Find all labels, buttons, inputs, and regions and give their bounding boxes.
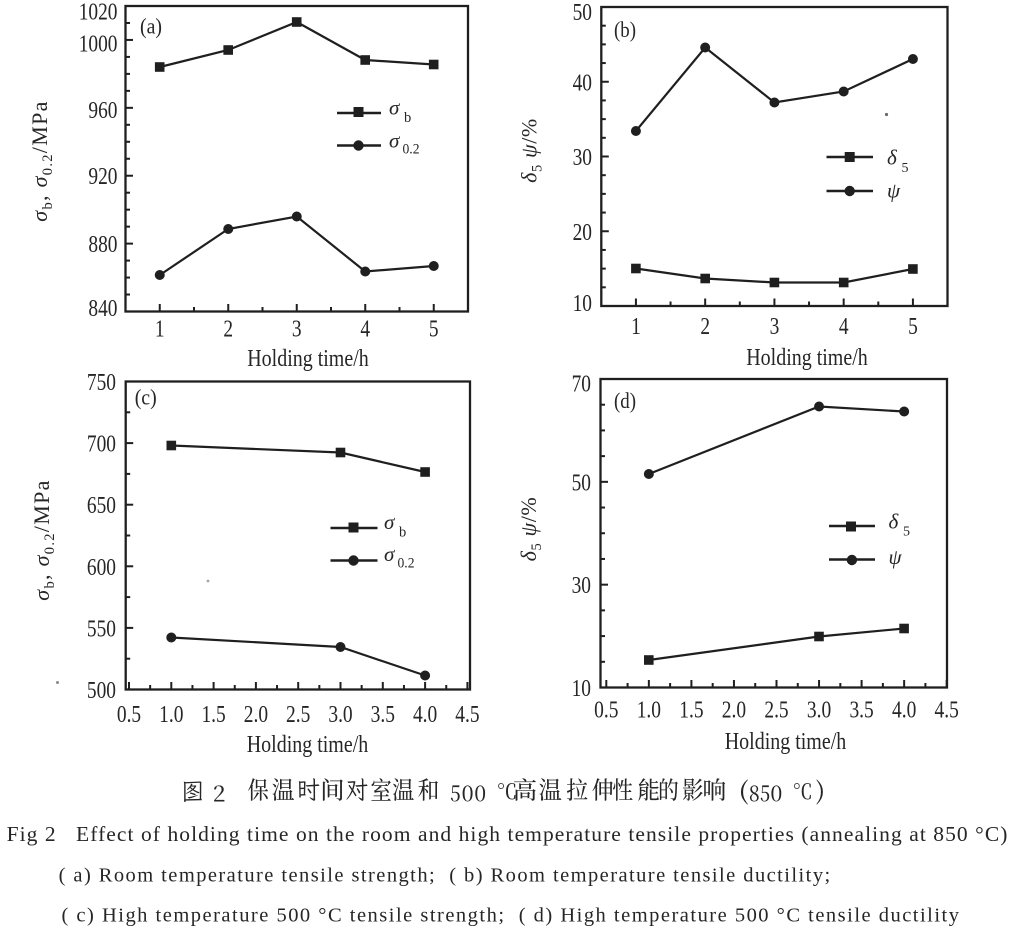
- svg-text:650: 650: [87, 493, 116, 519]
- svg-text:600: 600: [87, 555, 116, 581]
- svg-text:1020: 1020: [79, 0, 118, 26]
- svg-text:500: 500: [87, 678, 116, 704]
- svg-text:Holding time/h: Holding time/h: [247, 732, 369, 758]
- svg-text:0.2: 0.2: [403, 142, 420, 158]
- svg-text:4.5: 4.5: [455, 702, 479, 728]
- svg-text:3: 3: [292, 317, 302, 343]
- svg-text:750: 750: [87, 370, 116, 396]
- svg-text:Fig 2 Effect of holding time: Fig 2 Effect of holding time on the room…: [7, 822, 1008, 846]
- svg-text:2.5: 2.5: [286, 702, 310, 728]
- svg-text:0.5: 0.5: [117, 702, 141, 728]
- svg-text:700: 700: [87, 432, 116, 458]
- svg-text:0.5: 0.5: [594, 698, 618, 724]
- svg-text:(b): (b): [614, 17, 636, 42]
- svg-text:10: 10: [572, 676, 591, 702]
- svg-text:50: 50: [572, 470, 591, 496]
- svg-text:σ: σ: [384, 542, 396, 566]
- svg-text:σ: σ: [389, 96, 401, 120]
- svg-text:Holding time/h: Holding time/h: [746, 345, 868, 371]
- svg-text:4.0: 4.0: [892, 698, 916, 724]
- svg-text:2: 2: [223, 317, 233, 343]
- svg-text:2: 2: [700, 314, 710, 340]
- svg-text:2.0: 2.0: [722, 698, 746, 724]
- svg-text:(a): (a): [140, 14, 162, 39]
- svg-text:Holding time/h: Holding time/h: [247, 346, 369, 372]
- svg-text:(c): (c): [135, 385, 157, 410]
- svg-text:5: 5: [908, 314, 918, 340]
- svg-text:920: 920: [88, 164, 117, 190]
- svg-text:3.0: 3.0: [328, 702, 352, 728]
- svg-text:( c) High temperature 500 °C t: ( c) High temperature 500 °C tensile str…: [62, 905, 960, 927]
- svg-text:10: 10: [573, 291, 592, 317]
- svg-text:4: 4: [360, 317, 370, 343]
- svg-text:1.5: 1.5: [201, 702, 225, 728]
- svg-text:b: b: [399, 525, 406, 541]
- svg-text:30: 30: [572, 573, 591, 599]
- svg-text:Holding time/h: Holding time/h: [725, 729, 847, 755]
- svg-text:ψ: ψ: [889, 545, 903, 569]
- svg-text:960: 960: [88, 98, 117, 124]
- svg-text:1000: 1000: [79, 31, 118, 57]
- svg-text:δ: δ: [887, 146, 898, 170]
- svg-text:1.0: 1.0: [637, 698, 661, 724]
- svg-text:3: 3: [770, 314, 780, 340]
- svg-text:2.0: 2.0: [244, 702, 268, 728]
- svg-text:σ: σ: [389, 129, 401, 153]
- svg-text:1: 1: [155, 317, 165, 343]
- svg-text:3.5: 3.5: [371, 702, 395, 728]
- svg-text:ψ: ψ: [887, 179, 901, 203]
- svg-text:40: 40: [573, 70, 592, 96]
- svg-text:δ5 ψ/%: δ5 ψ/%: [517, 118, 546, 183]
- svg-text:1: 1: [631, 314, 641, 340]
- svg-text:70: 70: [572, 372, 591, 398]
- svg-text:3.0: 3.0: [807, 698, 831, 724]
- svg-text:( a) Room temperature tensile: ( a) Room temperature tensile strength; …: [59, 865, 831, 887]
- svg-text:1.5: 1.5: [679, 698, 703, 724]
- svg-text:20: 20: [573, 220, 592, 246]
- svg-text:5: 5: [429, 317, 439, 343]
- svg-text:4: 4: [839, 314, 849, 340]
- svg-text:σb, σ0.2/MPa: σb, σ0.2/MPa: [29, 479, 58, 600]
- svg-text:1.0: 1.0: [159, 702, 183, 728]
- svg-text:880: 880: [88, 232, 117, 258]
- svg-text:5: 5: [903, 525, 910, 540]
- svg-text:4.5: 4.5: [935, 698, 959, 724]
- svg-text:(d): (d): [614, 388, 636, 413]
- svg-text:5: 5: [902, 161, 909, 176]
- svg-text:4.0: 4.0: [413, 702, 437, 728]
- svg-text:550: 550: [87, 616, 116, 642]
- svg-text:3.5: 3.5: [849, 698, 873, 724]
- svg-text:2.5: 2.5: [764, 698, 788, 724]
- svg-text:σb, σ0.2/MPa: σb, σ0.2/MPa: [27, 100, 56, 221]
- svg-text:b: b: [404, 110, 411, 126]
- svg-text:30: 30: [573, 145, 592, 171]
- svg-text:840: 840: [88, 296, 117, 322]
- svg-text:50: 50: [573, 0, 592, 26]
- svg-text:δ5 ψ/%: δ5 ψ/%: [516, 497, 545, 562]
- svg-text:0.2: 0.2: [398, 556, 415, 572]
- svg-text:δ: δ: [889, 510, 900, 534]
- svg-text:σ: σ: [384, 510, 396, 534]
